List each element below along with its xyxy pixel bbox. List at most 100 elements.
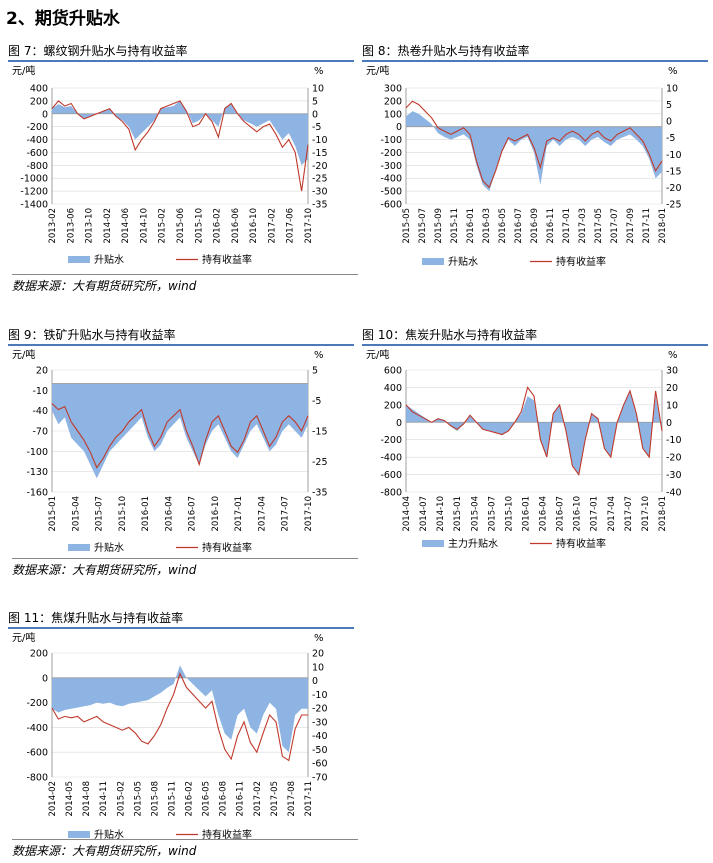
- left-tick-label: -300: [380, 161, 402, 172]
- x-tick-label: 2017-11: [642, 208, 652, 244]
- x-tick-label: 2014-02: [48, 781, 58, 817]
- left-tick-label: -400: [26, 135, 48, 146]
- x-tick-label: 2017-04: [607, 496, 617, 532]
- left-tick-label: -1400: [20, 200, 48, 211]
- return-line-series: [51, 672, 308, 762]
- left-tick-label: -100: [26, 447, 48, 458]
- x-tick-label: 2016-10: [211, 496, 221, 532]
- x-tick-label: 2017-08: [287, 781, 297, 817]
- x-tick-label: 2017-02: [253, 781, 263, 817]
- return-line-series: [51, 403, 309, 469]
- right-tick-label: 10: [666, 84, 678, 95]
- left-tick-label: -1200: [20, 187, 48, 198]
- right-tick-label: -5: [312, 396, 321, 407]
- right-tick-label: -20: [312, 704, 328, 715]
- x-tick-label: 2017-04: [257, 496, 267, 532]
- right-tick-label: -10: [312, 690, 328, 701]
- x-tick-label: 2016-07: [556, 496, 566, 532]
- x-tick-label: 2016-05: [202, 781, 212, 817]
- x-tick-label: 2015-10: [118, 496, 128, 532]
- legend-label-basis: 主力升贴水: [448, 537, 498, 550]
- right-tick-label: 5: [666, 100, 672, 111]
- left-tick-label: 100: [384, 109, 402, 120]
- figure-iron-ore: 图 9：铁矿升贴水与持有收益率 元/吨% 20 -10 -40 -70 -100 -130 -…: [8, 326, 358, 578]
- data-source: 数据来源：大有期货研究所，wind: [12, 839, 358, 859]
- right-axis-unit: %: [668, 350, 678, 361]
- x-tick-label: 2017-01: [590, 496, 600, 532]
- right-tick-label: -20: [312, 161, 328, 172]
- right-tick-label: -30: [312, 187, 328, 198]
- right-tick-label: -15: [666, 166, 682, 177]
- x-tick-label: 2017-01: [562, 208, 572, 244]
- left-tick-label: -40: [32, 406, 48, 417]
- right-tick-label: 10: [312, 84, 324, 95]
- right-tick-label: -15: [312, 427, 328, 438]
- right-tick-label: -30: [312, 717, 328, 728]
- left-tick-label: -800: [380, 488, 402, 499]
- figure-title: 图 9：铁矿升贴水与持有收益率: [8, 326, 354, 346]
- rebar-chart: 元/吨 %4002000-200-400-600-800-1000-1200-14…: [12, 64, 328, 266]
- right-tick-label: 0: [312, 676, 318, 687]
- right-axis-unit: %: [314, 350, 324, 361]
- x-tick-label: 2017-02: [267, 208, 277, 244]
- left-tick-label: 200: [384, 400, 402, 411]
- x-tick-label: 2016-07: [514, 208, 524, 244]
- x-tick-label: 2014-05: [65, 781, 75, 817]
- right-tick-label: 0: [666, 418, 672, 429]
- x-tick-label: 2017-01: [234, 496, 244, 532]
- left-tick-label: -400: [380, 453, 402, 464]
- left-tick-label: -130: [26, 467, 48, 478]
- left-tick-label: 200: [30, 649, 48, 660]
- left-tick-label: -600: [380, 470, 402, 481]
- legend-label-basis: 升贴水: [448, 255, 478, 268]
- x-tick-label: 2017-06: [286, 208, 296, 244]
- x-tick-label: 2015-10: [504, 496, 514, 532]
- right-tick-label: -25: [312, 174, 328, 185]
- x-tick-label: 2014-06: [121, 208, 131, 244]
- left-tick-label: 600: [384, 366, 402, 377]
- legend-swatch-basis: [422, 540, 444, 547]
- left-tick-label: 200: [384, 96, 402, 107]
- legend-label-return: 持有收益率: [556, 255, 606, 268]
- data-source: 数据来源：大有期货研究所，wind: [12, 558, 358, 578]
- left-tick-label: 0: [42, 673, 48, 684]
- right-tick-label: 30: [666, 366, 678, 377]
- return-line-series: [405, 386, 663, 476]
- figure-title: 图 10：焦炭升贴水与持有收益率: [362, 326, 708, 346]
- right-tick-label: -25: [312, 457, 328, 468]
- x-tick-label: 2014-11: [99, 781, 109, 817]
- right-tick-label: -10: [666, 150, 682, 161]
- x-tick-label: 2015-02: [158, 208, 168, 244]
- x-tick-label: 2017-10: [304, 496, 314, 532]
- legend-swatch-basis: [422, 258, 444, 265]
- x-tick-label: 2015-08: [150, 781, 160, 817]
- x-tick-label: 2016-02: [185, 781, 195, 817]
- right-tick-label: 10: [666, 400, 678, 411]
- x-tick-label: 2018-01: [658, 208, 668, 244]
- return-line-series: [51, 100, 309, 192]
- x-tick-label: 2015-04: [71, 496, 81, 532]
- right-tick-label: -20: [666, 453, 682, 464]
- x-tick-label: 2017-11: [304, 781, 314, 817]
- right-tick-label: -50: [312, 745, 328, 756]
- figure-title: 图 7：螺纹钢升贴水与持有收益率: [8, 42, 354, 62]
- x-tick-label: 2016-11: [236, 781, 246, 817]
- x-tick-label: 2017-05: [270, 781, 280, 817]
- left-tick-label: 400: [30, 84, 48, 95]
- return-line-series: [405, 100, 663, 189]
- right-tick-label: 20: [666, 383, 678, 394]
- x-tick-label: 2017-07: [610, 208, 620, 244]
- x-tick-label: 2017-03: [578, 208, 588, 244]
- x-tick-label: 2016-03: [482, 208, 492, 244]
- legend-label-return: 持有收益率: [202, 541, 252, 554]
- legend-label-return: 持有收益率: [556, 537, 606, 550]
- left-tick-label: -10: [32, 386, 48, 397]
- right-tick-label: -20: [666, 183, 682, 194]
- legend-label-basis: 升贴水: [94, 828, 124, 841]
- left-tick-label: -600: [26, 748, 48, 759]
- x-tick-label: 2013-02: [48, 208, 58, 244]
- right-tick-label: -60: [312, 759, 328, 770]
- x-tick-label: 2014-10: [139, 208, 149, 244]
- right-axis-unit: %: [314, 633, 324, 644]
- legend-label-basis: 升贴水: [94, 541, 124, 554]
